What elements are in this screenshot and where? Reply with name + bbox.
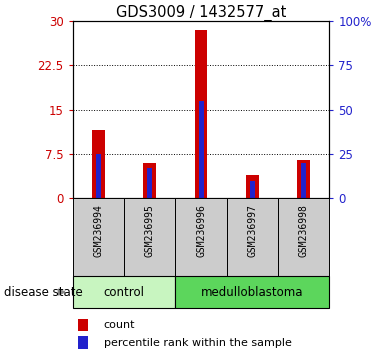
Bar — [198, 101, 204, 198]
Bar — [246, 175, 259, 198]
Bar — [143, 163, 156, 198]
Bar — [175, 276, 329, 308]
Title: GDS3009 / 1432577_at: GDS3009 / 1432577_at — [116, 5, 286, 21]
Bar — [227, 198, 278, 276]
Bar — [250, 181, 255, 198]
Text: disease state: disease state — [4, 286, 83, 298]
Text: GSM236997: GSM236997 — [247, 204, 257, 257]
Bar — [278, 198, 329, 276]
Bar — [73, 276, 175, 308]
Bar — [124, 198, 175, 276]
Text: GSM236996: GSM236996 — [196, 204, 206, 257]
Text: GSM236994: GSM236994 — [93, 204, 103, 257]
Bar — [96, 154, 101, 198]
Text: control: control — [103, 286, 145, 298]
Bar — [175, 198, 227, 276]
Bar — [147, 168, 152, 198]
Bar — [92, 130, 105, 198]
Bar — [78, 336, 88, 349]
Text: percentile rank within the sample: percentile rank within the sample — [103, 338, 291, 348]
Text: medulloblastoma: medulloblastoma — [201, 286, 304, 298]
Bar — [78, 319, 88, 331]
Text: GSM236995: GSM236995 — [145, 204, 155, 257]
Bar — [297, 160, 310, 198]
Bar — [301, 163, 306, 198]
Bar — [195, 30, 208, 198]
Text: GSM236998: GSM236998 — [299, 204, 309, 257]
Text: count: count — [103, 320, 135, 330]
Bar — [73, 198, 124, 276]
